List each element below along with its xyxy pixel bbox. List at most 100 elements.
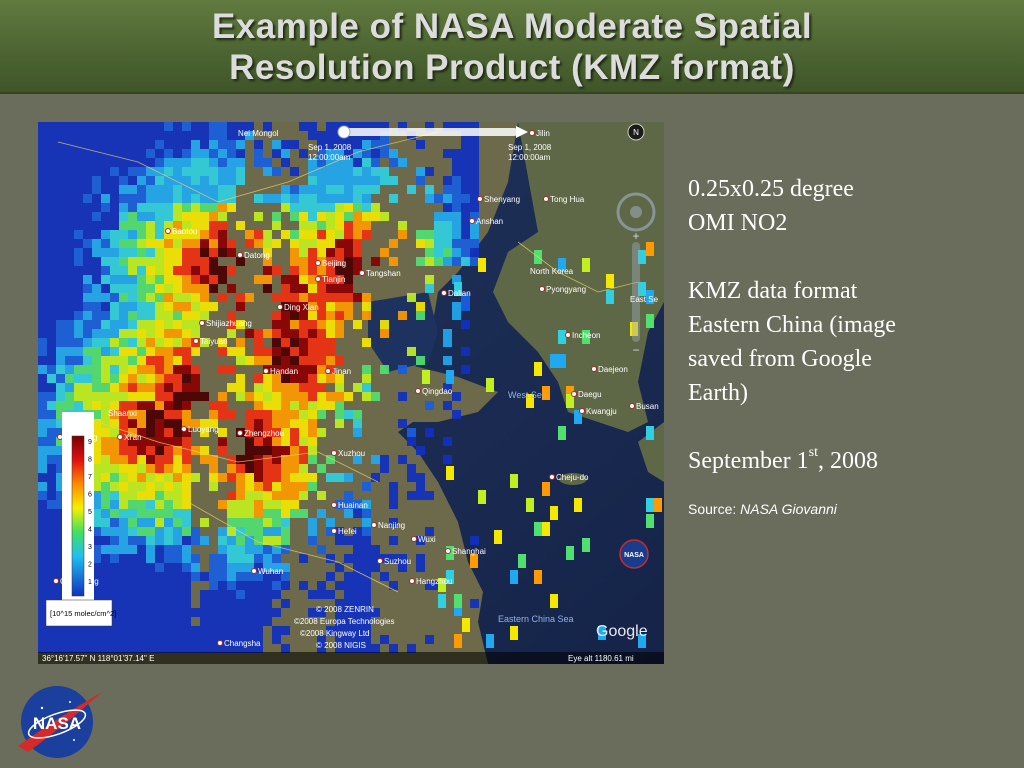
city-qingdao: Qingdao [415, 387, 453, 396]
city-label: Shenyang [484, 195, 520, 204]
city-label: Hangzhou [416, 577, 452, 586]
city-label: Daejeon [598, 365, 628, 374]
city-incheon: Incheon [565, 331, 600, 340]
city-anshan: Anshan [469, 217, 503, 226]
legend-tick: 9 [88, 439, 92, 446]
svg-text:NASA: NASA [33, 714, 81, 733]
sea-label-east-china: Eastern China Sea [498, 614, 574, 624]
city-hefei: Hefei [331, 527, 357, 536]
title-bar: Example of NASA Moderate Spatial Resolut… [0, 0, 1024, 94]
city-dalian: Dalian [441, 289, 471, 298]
city-changsha: Changsha [217, 639, 261, 648]
city-label: Shanghai [452, 547, 486, 556]
city-cheju-do: Cheju-do [549, 473, 589, 482]
city-label: Pyongyang [546, 285, 586, 294]
city-label: Luoyang [188, 425, 219, 434]
city-label: Dalian [448, 289, 471, 298]
kmz-line-3: saved from Google [688, 346, 872, 372]
city-label: Zhengzhou [244, 429, 284, 438]
city-label: Busan [636, 402, 659, 411]
city-label: Tianjin [322, 275, 345, 284]
city-pyongyang: Pyongyang [539, 285, 586, 294]
city-label: Tangshan [366, 269, 401, 278]
copyright-1: © 2008 ZENRIN [316, 605, 374, 614]
city-label: Anshan [476, 217, 503, 226]
legend-tick: 3 [88, 544, 92, 551]
omi-line-2: OMI NO2 [688, 210, 788, 236]
map-time-label-1: Sep 1, 2008 [308, 143, 352, 152]
svg-text:N: N [633, 128, 639, 137]
city-label: Xuzhou [338, 449, 365, 458]
city-label: East Se [630, 295, 659, 304]
map-time-label-3: Sep 1, 2008 [508, 143, 552, 152]
city-label: Jilin [536, 129, 550, 138]
map-canvas: N + − Sep 1, 2008 12:00:00am Sep 1, 2008… [38, 122, 664, 664]
map-eye-alt: Eye alt 1180.61 mi [568, 654, 634, 663]
city-label: Shaanxi [108, 409, 137, 418]
city-hangzhou: Hangzhou [409, 577, 452, 586]
city-handan: Handan [263, 367, 298, 376]
copyright-3: ©2008 Kingway Ltd [300, 629, 370, 638]
source-label: Source: [688, 501, 741, 517]
date-prefix: September 1 [688, 448, 809, 474]
sea-label-west: West Sea [508, 390, 547, 400]
legend-tick: 8 [88, 457, 92, 464]
map-nasa-badge: NASA [624, 552, 644, 559]
city-daegu: Daegu [571, 390, 602, 399]
legend-tick: 7 [88, 474, 92, 481]
city-shaanxi: Shaanxi [108, 409, 137, 418]
city-taiyuan: Taiyuan [193, 337, 228, 346]
city-label: Baotou [172, 227, 197, 236]
city-jilin: Jilin [529, 129, 550, 138]
city-baotou: Baotou [165, 227, 197, 236]
city-kwangju: Kwangju [579, 407, 617, 416]
city-tangshan: Tangshan [359, 269, 401, 278]
city-north-korea: North Korea [530, 267, 574, 276]
city-label: Cheju-do [556, 473, 589, 482]
city-suzhou: Suzhou [377, 557, 411, 566]
city-label: Beijing [322, 259, 346, 268]
city-zhengzhou: Zhengzhou [237, 429, 284, 438]
map-coordinates: 36°16'17.57" N 118°01'37.14" E [42, 654, 154, 663]
city-label: Handan [270, 367, 298, 376]
city-label: Incheon [572, 331, 600, 340]
slide-title-line2: Resolution Product (KMZ format) [229, 48, 795, 87]
city-luoyang: Luoyang [181, 425, 219, 434]
svg-text:−: − [632, 343, 639, 357]
side-text: 0.25x0.25 degree OMI NO2 KMZ data format… [688, 172, 1008, 518]
city-label: Hefei [338, 527, 357, 536]
city-wuhan: Wuhan [251, 567, 283, 576]
city-label: Datong [244, 251, 270, 260]
legend-tick: 5 [88, 509, 92, 516]
no2-heat-overlay [38, 122, 662, 653]
omi-line-1: 0.25x0.25 degree [688, 176, 854, 202]
kmz-line-2: Eastern China (image [688, 312, 896, 338]
paragraph-omi: 0.25x0.25 degree OMI NO2 [688, 172, 1008, 240]
legend-tick: 6 [88, 492, 92, 499]
copyright-4: © 2008 NIGIS [316, 641, 366, 650]
city-label: Nanjing [378, 521, 405, 530]
city-huainan: Huainan [331, 501, 368, 510]
city-label: Huainan [338, 501, 368, 510]
city-tong-hua: Tong Hua [543, 195, 585, 204]
city-label: Jinan [332, 367, 351, 376]
kmz-line-1: KMZ data format [688, 278, 858, 304]
city-ding-xian: Ding Xian [277, 303, 319, 312]
legend-tick: 2 [88, 562, 92, 569]
svg-text:+: + [632, 229, 639, 243]
date-sup: st [808, 445, 818, 460]
map-time-label-2: 12:00:00am [308, 153, 351, 162]
city-label: Qingdao [422, 387, 453, 396]
city-shenyang: Shenyang [477, 195, 520, 204]
source-value: NASA Giovanni [740, 501, 837, 517]
paragraph-kmz: KMZ data format Eastern China (image sav… [688, 274, 1008, 410]
city-shijiazhuang: Shijiazhuang [199, 319, 252, 328]
no2-map-image: N + − Sep 1, 2008 12:00:00am Sep 1, 2008… [38, 122, 664, 664]
city-busan: Busan [629, 402, 659, 411]
city-nei-mongol: Nei Mongol [238, 129, 279, 138]
slide-title-line1: Example of NASA Moderate Spatial [211, 7, 813, 46]
city-datong: Datong [237, 251, 270, 260]
city-label: Ding Xian [284, 303, 319, 312]
kmz-line-4: Earth) [688, 380, 748, 406]
city-label: Nei Mongol [238, 129, 279, 138]
